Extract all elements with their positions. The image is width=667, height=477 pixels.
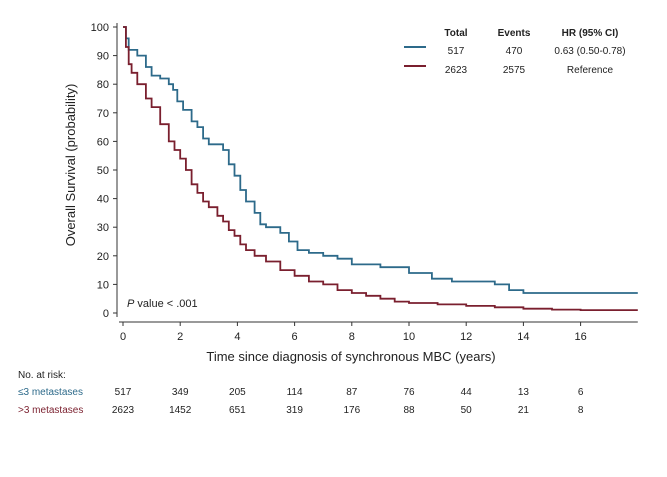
x-tick-label: 10: [403, 331, 415, 343]
at-risk-value: 21: [518, 405, 530, 416]
p-value-symbol: P: [127, 298, 135, 310]
legend-total-le3: 517: [448, 46, 465, 57]
at-risk-label-le3: ≤3 metastases: [18, 387, 83, 398]
y-tick-label: 70: [97, 108, 109, 120]
at-risk-value: 319: [286, 405, 303, 416]
x-tick-label: 12: [460, 331, 472, 343]
survival-curve-gt3: [123, 26, 638, 311]
legend-header-events: Events: [498, 28, 531, 39]
legend-events-gt3: 2575: [503, 65, 526, 76]
at-risk-value: 2623: [112, 405, 135, 416]
legend: Total Events HR (95% CI) 517 470 0.63 (0…: [404, 28, 626, 76]
p-value-text: value < .001: [134, 298, 197, 310]
at-risk-title: No. at risk:: [18, 370, 66, 381]
x-tick-label: 2: [177, 331, 183, 343]
at-risk-value: 205: [229, 387, 246, 398]
at-risk-value: 651: [229, 405, 246, 416]
at-risk-value: 1452: [169, 405, 192, 416]
y-tick-label: 60: [97, 136, 109, 148]
survival-curve-le3: [123, 26, 638, 294]
legend-header-total: Total: [444, 28, 467, 39]
at-risk-table: No. at risk: ≤3 metastases >3 metastases…: [18, 370, 584, 416]
y-tick-label: 80: [97, 79, 109, 91]
y-tick-label: 50: [97, 165, 109, 177]
legend-hr-le3: 0.63 (0.50-0.78): [554, 46, 625, 57]
at-risk-value: 6: [578, 387, 584, 398]
legend-events-le3: 470: [506, 46, 523, 57]
y-tick-label: 100: [91, 22, 109, 34]
y-tick-label: 20: [97, 251, 109, 263]
legend-hr-gt3: Reference: [567, 65, 614, 76]
at-risk-value: 88: [403, 405, 415, 416]
y-tick-label: 10: [97, 279, 109, 291]
x-axis-label: Time since diagnosis of synchronous MBC …: [206, 349, 495, 364]
p-value-annotation: P value < .001: [127, 298, 198, 310]
curves-layer: [123, 26, 638, 311]
at-risk-value: 13: [518, 387, 530, 398]
at-risk-value: 349: [172, 387, 189, 398]
at-risk-value: 176: [343, 405, 360, 416]
at-risk-value: 50: [461, 405, 473, 416]
x-tick-label: 4: [234, 331, 240, 343]
y-tick-label: 0: [103, 308, 109, 320]
y-tick-label: 40: [97, 194, 109, 206]
legend-total-gt3: 2623: [445, 65, 468, 76]
x-tick-label: 0: [120, 331, 126, 343]
axes-layer: 0 10 20 30 40 50 60 70 80 90 100 0 2 4 6 8 10 12 14 16: [91, 22, 638, 343]
x-tick-label: 14: [517, 331, 529, 343]
at-risk-value: 8: [578, 405, 584, 416]
at-risk-value: 76: [403, 387, 415, 398]
y-tick-label: 90: [97, 51, 109, 63]
at-risk-value: 114: [287, 387, 303, 398]
at-risk-value: 517: [115, 387, 132, 398]
at-risk-value: 44: [461, 387, 473, 398]
legend-header-hr: HR (95% CI): [562, 28, 619, 39]
x-tick-label: 8: [349, 331, 355, 343]
at-risk-label-gt3: >3 metastases: [18, 405, 83, 416]
x-tick-label: 6: [292, 331, 298, 343]
y-tick-label: 30: [97, 222, 109, 234]
y-axis-label: Overall Survival (probability): [63, 84, 78, 247]
at-risk-value: 87: [346, 387, 358, 398]
x-tick-label: 16: [574, 331, 586, 343]
